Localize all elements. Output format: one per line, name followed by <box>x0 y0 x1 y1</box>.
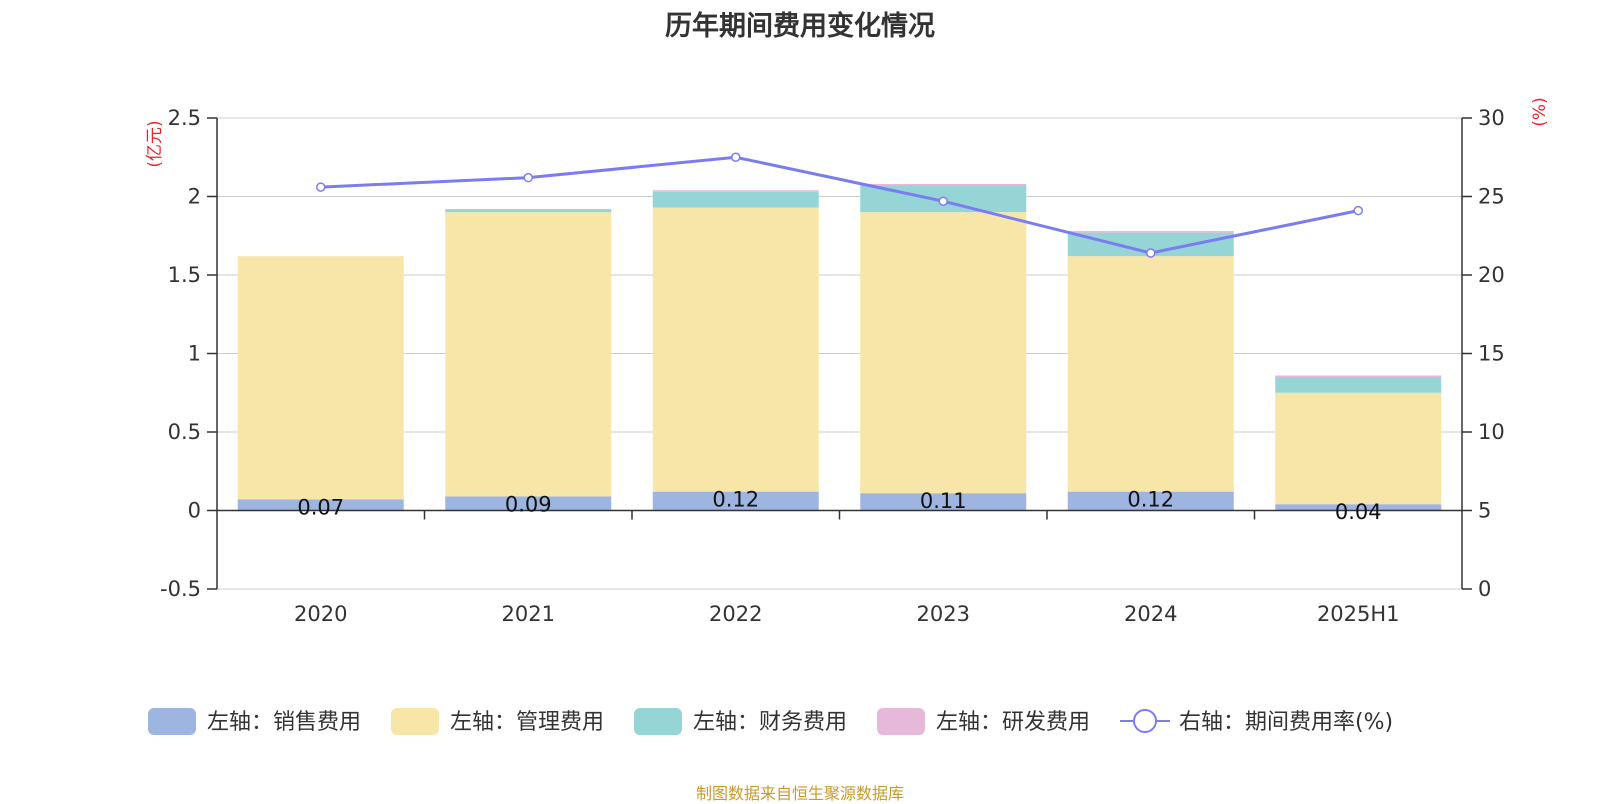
right-axis-tick-label: 10 <box>1478 420 1505 444</box>
chart-title: 历年期间费用变化情况 <box>665 11 935 42</box>
legend-label: 左轴：销售费用 <box>207 710 361 735</box>
legend-swatch <box>391 708 439 735</box>
bar-segment <box>237 256 404 500</box>
legend-circle-marker <box>1133 709 1157 733</box>
legend-swatch <box>148 708 196 735</box>
legend-label: 右轴：期间费用率(%) <box>1179 710 1393 735</box>
bar-segment <box>860 183 1027 186</box>
x-axis-tick-label: 2022 <box>709 602 762 626</box>
bar-segment <box>1275 375 1442 378</box>
left-axis-tick-label: 2 <box>188 185 201 209</box>
right-axis-tick-label: 30 <box>1478 106 1505 130</box>
rate-point <box>523 172 533 183</box>
legend-swatch <box>877 708 925 735</box>
bar-segment <box>1275 504 1442 511</box>
legend: 左轴：销售费用 左轴：管理费用 左轴：财务费用 左轴：研发费用 右轴：期间费用率(%) <box>148 708 1393 735</box>
rate-point <box>731 152 741 162</box>
left-axis-unit: (亿元) <box>145 120 165 167</box>
bar-segment <box>652 190 819 192</box>
legend-swatch <box>634 708 682 735</box>
bar-segment <box>237 499 404 511</box>
rate-point <box>316 182 326 192</box>
left-axis-tick-label: 0.5 <box>168 420 201 444</box>
x-axis-tick-label: 2021 <box>502 602 555 626</box>
data-labels: 0.07 0.09 0.12 0.11 0.12 0.04 <box>297 488 1381 525</box>
legend-label: 左轴：研发费用 <box>936 710 1090 735</box>
x-axis-tick-label: 2024 <box>1124 602 1177 626</box>
data-label: 0.11 <box>920 489 967 513</box>
left-axis-tick-label: 1.5 <box>168 263 201 287</box>
data-label: 0.12 <box>712 488 759 512</box>
bar-segment <box>445 212 612 497</box>
data-label: 0.07 <box>297 496 344 520</box>
x-axis-tick-label: 2025H1 <box>1317 602 1400 626</box>
right-axis-unit: (%) <box>1530 97 1550 126</box>
bar-segment <box>860 212 1027 494</box>
right-axis-tick-label: 20 <box>1478 263 1505 287</box>
x-axis-tick-label: 2023 <box>917 602 970 626</box>
line-series <box>316 152 1363 258</box>
legend-label: 左轴：管理费用 <box>450 710 604 735</box>
rate-point <box>1353 205 1363 216</box>
data-label: 0.04 <box>1335 500 1382 524</box>
bar-segment <box>1067 256 1234 492</box>
bar-segment <box>860 493 1027 511</box>
left-axis-tick-label: 2.5 <box>168 106 201 130</box>
bar-segment <box>652 207 819 492</box>
right-axis-tick-label: 5 <box>1478 499 1491 523</box>
bar-segment <box>652 191 819 208</box>
bar-segment <box>1067 232 1234 257</box>
bar-segment <box>1275 377 1442 393</box>
right-axis-tick-label: 15 <box>1478 342 1505 366</box>
bar-segment <box>445 209 612 213</box>
axes: -0.5 0 0.5 1 1.5 2 2.5(亿元) 0 5 10 15 20 25 30 (%) 2020 2… <box>145 97 1550 626</box>
left-axis-tick-label: 1 <box>188 342 201 366</box>
bar-series <box>237 183 1442 511</box>
bar-segment <box>445 496 612 511</box>
right-axis-tick-label: 25 <box>1478 185 1505 209</box>
x-axis-tick-label: 2020 <box>294 602 347 626</box>
bar-segment <box>1067 231 1234 233</box>
rate-line <box>320 155 1359 255</box>
left-axis-tick-label: -0.5 <box>160 577 201 601</box>
bar-segment <box>1067 491 1234 511</box>
bar-segment <box>1275 392 1442 505</box>
bar-segment <box>652 491 819 511</box>
right-axis-tick-label: 0 <box>1478 577 1491 601</box>
source-note: 制图数据来自恒生聚源数据库 <box>695 784 904 803</box>
data-label: 0.09 <box>505 492 552 516</box>
legend-label: 左轴：财务费用 <box>693 710 847 735</box>
rate-point <box>938 196 948 206</box>
rate-point <box>1146 248 1156 258</box>
data-label: 0.12 <box>1127 488 1174 512</box>
left-axis-tick-label: 0 <box>188 499 201 523</box>
